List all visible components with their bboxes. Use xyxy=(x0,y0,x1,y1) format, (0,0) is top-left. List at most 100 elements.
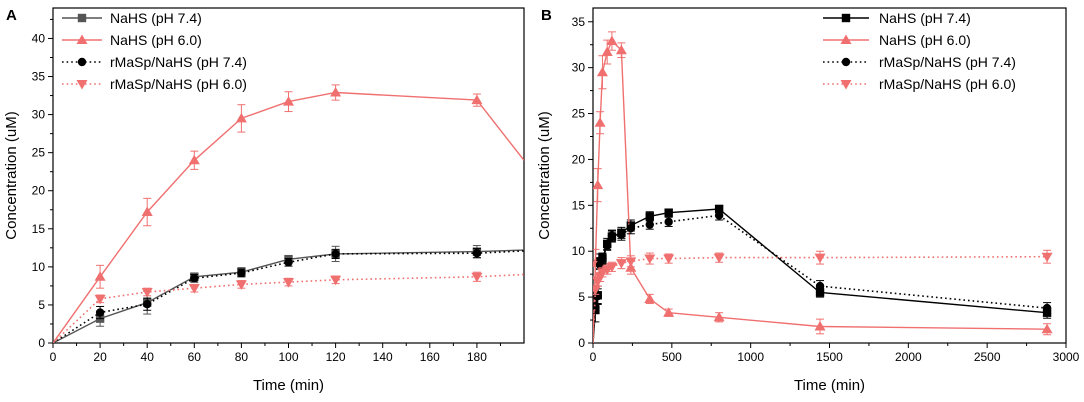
panel-b-legend-label-3: rMaSp/NaHS (pH 7.4) xyxy=(879,54,1016,70)
panel-b-legend-marker-1 xyxy=(841,13,851,23)
panel-a-series-3-point xyxy=(95,308,105,317)
panel-a-x-axis-label: Time (min) xyxy=(253,377,324,394)
panel-a-series-4-point xyxy=(471,272,483,283)
panel-b-series-3-point xyxy=(815,281,825,291)
panel-a-legend-marker-3 xyxy=(77,57,87,67)
panel-b-series-1-point xyxy=(714,204,724,214)
panel-a-xtick-label: 140 xyxy=(373,350,393,364)
panel-b-chart: B 0 500 1000 1500 2000 2500 3000 0 5 10 15 20 25 30 35 T… xyxy=(536,7,1080,394)
panel-a-ytick-label: 40 xyxy=(32,31,46,45)
panel-a-series-2-line xyxy=(53,91,524,343)
panel-b-series-2-point xyxy=(713,311,725,322)
panel-a-xtick-label: 60 xyxy=(188,350,202,364)
panel-b-series-3-line xyxy=(593,214,1048,343)
panel-a-series-2-point xyxy=(235,112,247,123)
panel-a-legend-label-2: NaHS (pH 6.0) xyxy=(110,32,202,48)
panel-b-xtick-label: 1500 xyxy=(816,350,843,364)
panel-b-series-4-line xyxy=(593,255,1048,343)
panel-b-series-2-point xyxy=(596,66,608,77)
panel-a-series-2-point xyxy=(141,206,153,217)
panel-b-ytick-label: 0 xyxy=(578,336,585,350)
panel-a-xtick-label: 40 xyxy=(141,350,155,364)
panel-b-legend-label-2: NaHS (pH 6.0) xyxy=(879,32,971,48)
panel-a-series-3-point xyxy=(190,274,199,283)
panel-b-xtick-label: 0 xyxy=(590,350,597,364)
panel-b-ytick-label: 15 xyxy=(572,198,586,212)
panel-a-xtick-label: 20 xyxy=(93,350,107,364)
panel-b-legend: NaHS (pH 7.4) NaHS (pH 6.0) rMaSp/NaHS (pH… xyxy=(823,10,1016,92)
panel-a-legend-label-4: rMaSp/NaHS (pH 6.0) xyxy=(110,76,247,92)
panel-b-series-4-point xyxy=(606,262,618,273)
panel-b-xtick-label: 1000 xyxy=(737,350,764,364)
panel-a-ytick-label: 30 xyxy=(32,108,46,122)
panel-a-legend-label-3: rMaSp/NaHS (pH 7.4) xyxy=(110,54,247,70)
panel-b-series-2-point xyxy=(606,35,618,46)
panel-b-series-4-point xyxy=(625,257,637,267)
panel-a-series-4-point xyxy=(235,280,247,290)
panel-a-series-2-point xyxy=(283,96,294,106)
panel-a-series-2-point xyxy=(188,154,200,165)
panel-a-xtick-label: 80 xyxy=(235,350,249,364)
panel-a-series-4-point xyxy=(141,287,153,298)
panel-b-ytick-label: 30 xyxy=(572,61,586,75)
panel-b-xtick-label: 500 xyxy=(662,350,682,364)
panel-b-series-4-point xyxy=(1041,252,1053,263)
panel-b-series-3-point xyxy=(617,230,626,239)
panel-b-series-4-point xyxy=(814,253,826,264)
panel-b-series-3-point xyxy=(626,224,636,233)
panel-a-series-3-point xyxy=(237,268,246,278)
panel-b-legend-label-1: NaHS (pH 7.4) xyxy=(879,10,971,26)
panel-a-chart: A 0 20 40 60 80 100 120 140 160 180 0 5 10 15 20 25 30 35 4… xyxy=(3,7,525,394)
panel-a-xtick-label: 160 xyxy=(420,350,440,364)
panel-b-ytick-label: 20 xyxy=(572,152,586,166)
panel-b-series-2-point xyxy=(1041,323,1053,334)
panel-b-x-axis-label: Time (min) xyxy=(794,377,865,394)
panel-b-legend-label-4: rMaSp/NaHS (pH 6.0) xyxy=(879,76,1016,92)
panel-b-series-3-point xyxy=(714,211,724,220)
panel-a-xtick-label: 0 xyxy=(50,350,57,364)
panel-a-ytick-label: 10 xyxy=(32,260,46,274)
panel-a-legend-marker-2 xyxy=(76,34,88,44)
panel-b-legend-marker-3 xyxy=(841,57,851,67)
panel-a-legend-marker-4 xyxy=(76,80,88,90)
panel-a-ytick-label: 15 xyxy=(32,222,46,236)
panel-b-legend-marker-4 xyxy=(840,80,852,90)
panel-b-series-3-point xyxy=(607,231,617,240)
panel-a-ytick-label: 35 xyxy=(32,70,46,84)
panel-a-series-3-point xyxy=(472,248,482,258)
panel-b-series-4-point xyxy=(663,254,675,265)
panel-a-series-3-point xyxy=(331,249,340,259)
panel-a-series-2-point xyxy=(471,94,483,105)
panel-a-y-axis-label: Concentration (uM) xyxy=(3,111,20,239)
panel-b-series-2-point xyxy=(594,117,606,127)
panel-b-series-2-point xyxy=(644,293,656,303)
panel-a-legend-marker-1 xyxy=(77,13,87,23)
panel-a-series-4-point xyxy=(330,275,342,286)
panel-a-ytick-label: 5 xyxy=(38,298,45,312)
panel-b-series-2-point xyxy=(593,179,604,190)
panel-b-xtick-label: 3000 xyxy=(1053,350,1080,364)
panel-b-series-2-point xyxy=(663,307,675,317)
panel-b-series-1-point xyxy=(645,212,654,221)
panel-b-series-3-point xyxy=(664,217,673,227)
panel-b-series-3-point xyxy=(598,254,607,263)
panel-b-xtick-label: 2000 xyxy=(895,350,922,364)
panel-a-ytick-label: 0 xyxy=(38,336,45,350)
panel-b-series-3-point xyxy=(602,241,612,250)
panel-a-xtick-label: 180 xyxy=(467,350,487,364)
panel-b-series-1-point xyxy=(664,208,673,217)
panel-b-series-4-point xyxy=(615,259,627,269)
panel-a-ytick-label: 25 xyxy=(32,146,46,160)
panel-b-series-3-point xyxy=(1042,303,1052,313)
panel-b-series-3-point xyxy=(593,302,600,311)
panel-a-series-4-point xyxy=(283,278,294,288)
panel-a-series-4-point xyxy=(188,284,200,294)
panel-b-ytick-label: 5 xyxy=(578,290,585,304)
panel-a-series-3-point xyxy=(143,299,152,309)
panel-b-series-1-point xyxy=(815,288,825,297)
panel-b-series-2-point xyxy=(601,46,613,57)
panel-b-series-4-point xyxy=(593,285,601,296)
panel-b-ytick-label: 25 xyxy=(572,107,586,121)
panel-b-label: B xyxy=(541,7,552,24)
